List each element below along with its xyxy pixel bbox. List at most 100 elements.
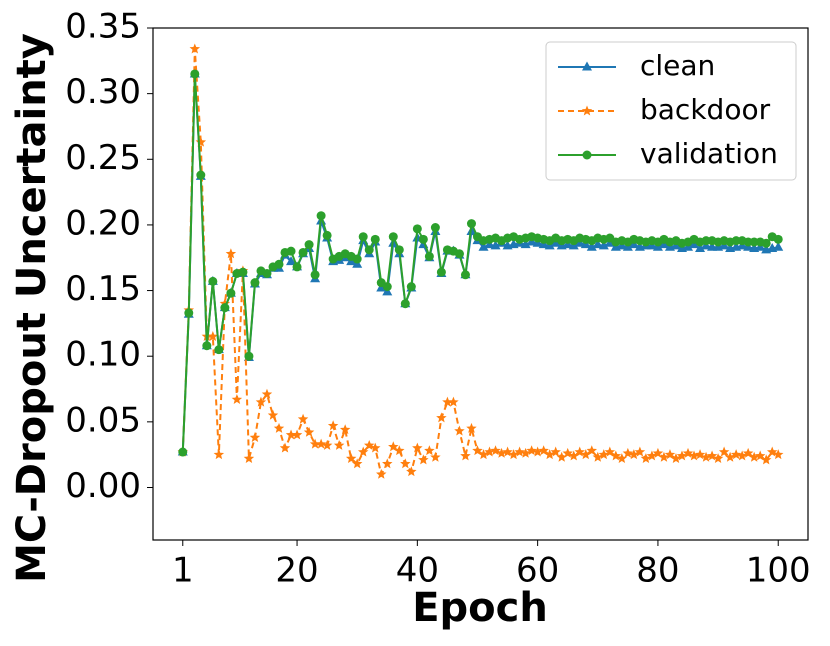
marker [394, 245, 404, 255]
y-tick-label: 0.15 [65, 269, 141, 309]
marker [226, 288, 236, 298]
marker [345, 453, 357, 464]
marker [724, 451, 736, 462]
marker [502, 446, 513, 457]
marker [484, 446, 495, 457]
marker [196, 170, 206, 180]
marker [285, 429, 297, 440]
marker [178, 447, 188, 457]
y-tick-label: 0.20 [65, 203, 141, 243]
marker [214, 345, 224, 355]
marker [586, 445, 597, 456]
marker [190, 69, 200, 79]
marker [339, 424, 351, 435]
marker [400, 299, 410, 309]
marker [394, 445, 405, 456]
marker [202, 341, 212, 351]
marker [412, 442, 423, 453]
marker [694, 449, 706, 460]
marker [616, 453, 628, 464]
marker [406, 466, 417, 477]
marker [773, 241, 784, 251]
marker [460, 450, 471, 461]
legend-label: clean [640, 49, 715, 82]
marker [279, 442, 291, 453]
marker [382, 458, 393, 469]
marker [418, 234, 428, 244]
marker [370, 234, 380, 244]
marker [773, 449, 784, 460]
marker [424, 445, 435, 456]
marker [370, 442, 381, 453]
marker [592, 239, 603, 249]
marker [454, 249, 464, 259]
marker [412, 224, 422, 234]
marker [207, 331, 219, 341]
plot-frame [152, 27, 809, 541]
x-tick-label: 80 [636, 551, 679, 591]
marker [298, 247, 308, 257]
marker [249, 432, 261, 443]
marker [184, 308, 194, 318]
marker [610, 450, 622, 461]
y-tick-label: 0.30 [65, 72, 141, 112]
marker [581, 105, 593, 116]
marker [706, 450, 718, 461]
marker [352, 254, 362, 264]
marker [538, 445, 549, 456]
legend-label: backdoor [640, 93, 771, 126]
marker [582, 150, 592, 160]
marker [255, 396, 267, 407]
marker [376, 468, 387, 479]
marker [388, 232, 398, 242]
y-tick-label: 0.00 [65, 466, 141, 506]
marker [592, 451, 604, 462]
marker [297, 413, 309, 424]
marker [286, 246, 296, 256]
marker [225, 248, 237, 259]
marker [316, 211, 326, 221]
marker [682, 447, 694, 458]
marker [430, 451, 441, 462]
marker [490, 445, 501, 456]
marker [748, 451, 760, 462]
marker [424, 251, 434, 261]
y-tick-label: 0.35 [65, 7, 141, 47]
marker [676, 450, 688, 461]
marker [442, 396, 453, 407]
marker [303, 426, 315, 437]
marker [208, 276, 218, 286]
marker [418, 454, 429, 465]
marker [454, 425, 465, 436]
x-tick-label: 100 [746, 551, 811, 591]
marker [309, 438, 321, 449]
marker [550, 446, 561, 457]
y-tick-label: 0.25 [65, 138, 141, 178]
marker [670, 453, 682, 464]
marker [574, 446, 585, 457]
marker [448, 396, 459, 407]
marker [514, 446, 525, 457]
marker [286, 256, 297, 266]
marker [526, 445, 537, 456]
marker [634, 446, 646, 457]
marker [582, 61, 592, 71]
marker [292, 262, 302, 272]
marker [688, 450, 700, 461]
marker [189, 43, 201, 54]
marker [466, 219, 476, 229]
x-tick-label: 20 [275, 551, 318, 591]
marker [310, 270, 320, 280]
marker [304, 240, 314, 250]
marker [333, 439, 345, 450]
marker [478, 241, 489, 251]
marker [466, 422, 477, 433]
marker [351, 458, 363, 469]
marker [652, 447, 664, 458]
marker [357, 446, 369, 457]
marker [730, 449, 742, 460]
marker [695, 243, 706, 253]
marker [580, 449, 591, 460]
legend-box [545, 41, 797, 181]
marker [568, 450, 579, 461]
